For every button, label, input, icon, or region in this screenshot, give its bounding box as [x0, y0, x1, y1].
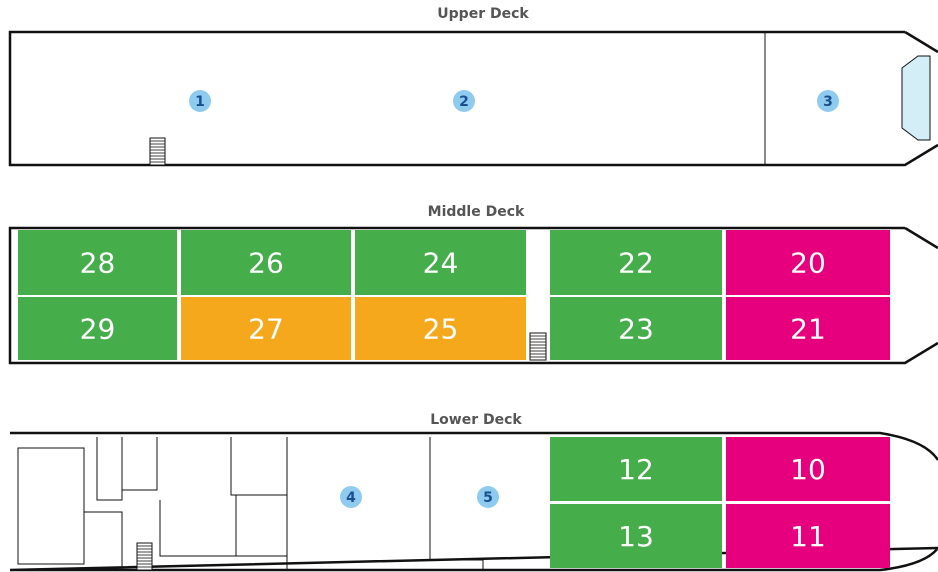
cabin-label: 29: [80, 313, 116, 346]
cabin: [355, 297, 526, 360]
area-label: 4: [346, 490, 356, 506]
cabin: [726, 504, 890, 568]
interior: [17, 437, 484, 570]
area-marker: [477, 486, 499, 508]
cabin: [355, 230, 526, 295]
area-marker: [340, 486, 362, 508]
cabin: [550, 230, 722, 295]
area-marker: [453, 90, 475, 112]
cabin-label: 22: [618, 247, 654, 280]
cabin: [18, 230, 177, 295]
cabin-label: 13: [618, 520, 654, 553]
cabin: [550, 504, 722, 568]
cabin-label: 27: [248, 313, 284, 346]
hull: [904, 30, 938, 54]
area-label: 1: [195, 94, 205, 110]
deck-title: Lower Deck: [430, 412, 522, 428]
cabin-label: 12: [618, 453, 654, 486]
cabin-label: 24: [423, 247, 459, 280]
cabin-label: 26: [248, 247, 284, 280]
cabin: [726, 297, 890, 360]
hull: [8, 226, 938, 365]
cabin: [181, 230, 351, 295]
area-marker: [189, 90, 211, 112]
cabin: [726, 437, 890, 501]
cabin: [726, 230, 890, 295]
cabin-label: 10: [790, 453, 826, 486]
cabin-label: 28: [80, 247, 116, 280]
area-label: 2: [459, 94, 469, 110]
area-label: 3: [823, 94, 833, 110]
window: [901, 55, 931, 141]
stairs: [136, 542, 153, 571]
cabin: [550, 297, 722, 360]
hull: [8, 30, 938, 167]
cabin: [181, 297, 351, 360]
area-label: 5: [483, 490, 493, 506]
cabin-label: 20: [790, 247, 826, 280]
cabin-label: 11: [790, 520, 826, 553]
hull: [904, 226, 938, 250]
cabin: [550, 437, 722, 501]
cabin-label: 23: [618, 313, 654, 346]
cabin: [18, 297, 177, 360]
deck-title: Upper Deck: [437, 6, 529, 22]
deck-title: Middle Deck: [428, 204, 525, 220]
stairs: [529, 332, 547, 361]
hull: [9, 431, 938, 572]
area-marker: [817, 90, 839, 112]
cabin-label: 25: [423, 313, 459, 346]
cabin-label: 21: [790, 313, 826, 346]
stairs: [149, 137, 166, 166]
